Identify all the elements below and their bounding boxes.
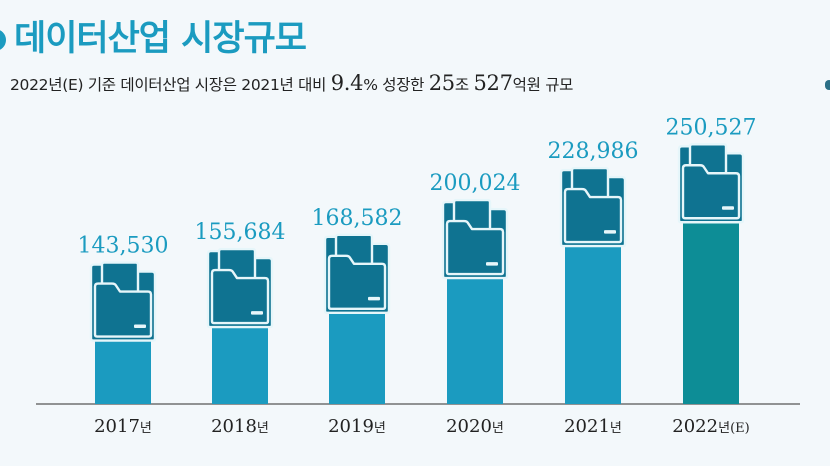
tick-note: (E)	[730, 421, 750, 436]
tick-label: 2020년	[446, 416, 504, 437]
bar-group-2020: 200,024 2020년	[430, 171, 521, 437]
subtitle-trillion-value: 25	[428, 71, 455, 95]
tick-unit: 년	[610, 421, 622, 436]
bar-group-2022: 250,527 2022년(E)	[666, 115, 757, 437]
folder-front	[327, 254, 387, 311]
tick-unit: 년	[257, 421, 269, 436]
bar-group-2019: 168,582 2019년	[312, 206, 403, 437]
subtitle: 2022년(E) 기준 데이터산업 시장은 2021년 대비 9.4% 성장한 …	[10, 70, 573, 98]
folder-label	[251, 311, 263, 315]
bar-group-2021: 228,986 2021년	[548, 139, 639, 437]
tick-unit: 년	[492, 421, 504, 436]
folder-front	[681, 164, 741, 220]
edge-marker	[825, 80, 830, 90]
folder-label	[486, 262, 498, 266]
data-label: 143,530	[78, 234, 169, 259]
data-label: 200,024	[430, 171, 521, 196]
subtitle-growth-value: 9.4	[330, 71, 364, 95]
title-marker	[0, 29, 6, 51]
folder-label	[604, 230, 616, 234]
subtitle-text-4: 억원 규모	[512, 76, 574, 94]
tick-unit: 년	[374, 421, 386, 436]
folder-front	[210, 268, 270, 325]
tick-year: 2021	[564, 416, 610, 437]
data-label: 228,986	[548, 139, 639, 164]
tick-label: 2017년	[94, 416, 152, 437]
bar-group-2018: 155,684 2018년	[195, 220, 286, 437]
folder-icon	[677, 143, 745, 224]
folder-label	[722, 206, 734, 210]
folder-front	[563, 187, 623, 244]
data-label: 155,684	[195, 220, 286, 245]
folder-icon	[441, 198, 509, 280]
folder-icon	[559, 166, 627, 248]
tick-label: 2021년	[564, 416, 622, 437]
tick-unit: 년	[140, 421, 152, 436]
tick-year: 2017	[94, 416, 140, 437]
bar-group-2017: 143,530 2017년	[78, 234, 169, 437]
tick-year: 2019	[328, 416, 374, 437]
data-label: 168,582	[312, 206, 403, 231]
data-label: 250,527	[666, 115, 757, 140]
subtitle-hundred-million-value: 527	[473, 71, 513, 95]
folder-icon	[323, 233, 391, 315]
folder-icon	[206, 247, 274, 329]
page-title: 데이터산업 시장규모	[14, 19, 307, 59]
tick-year: 2020	[446, 416, 492, 437]
folder-front	[93, 282, 153, 338]
subtitle-text-2: % 성장한	[363, 76, 429, 94]
tick-year: 2018	[211, 416, 257, 437]
tick-year: 2022	[672, 416, 718, 437]
subtitle-text-3: 조	[454, 76, 474, 94]
folder-front	[445, 219, 505, 276]
subtitle-text-1: 2022년(E) 기준 데이터산업 시장은 2021년 대비	[10, 76, 331, 94]
tick-label: 2022년(E)	[672, 416, 749, 437]
folder-icon	[89, 261, 157, 342]
tick-label: 2018년	[211, 416, 269, 437]
tick-unit: 년	[718, 421, 730, 436]
folder-label	[134, 324, 146, 329]
tick-label: 2019년	[328, 416, 386, 437]
folder-label	[368, 296, 380, 301]
